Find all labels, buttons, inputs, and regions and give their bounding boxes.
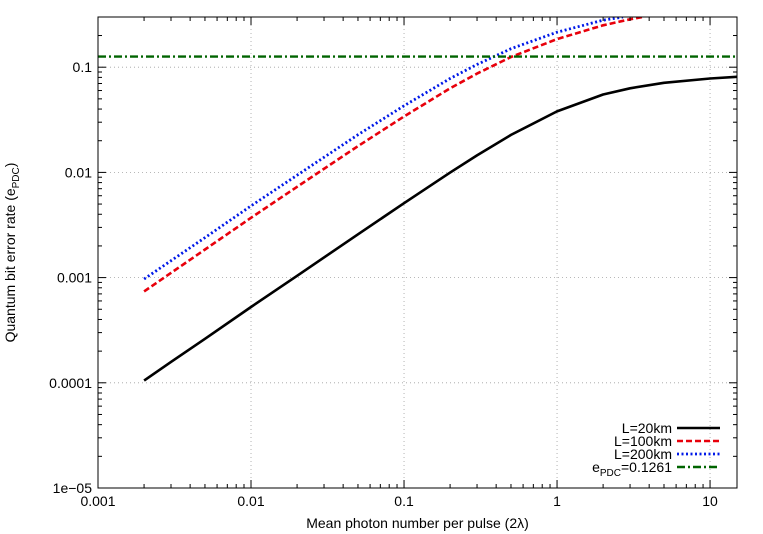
x-tick-label: 10 [702, 493, 718, 509]
axis-ticks: 0.001 0.01 0.1 1 10 1e−05 0.0001 0.001 0.01 0.1 [49, 17, 737, 509]
series-line-1 [143, 17, 643, 293]
y-tick-label: 1e−05 [53, 480, 93, 496]
legend-label: L=100km [614, 433, 672, 449]
y-tick-label: 0.1 [73, 59, 93, 75]
legend-label: ePDC=0.1261 [592, 459, 672, 479]
y-axis-label: Quantum bit error rate (ePDC) [2, 163, 22, 343]
y-tick-label: 0.0001 [49, 375, 92, 391]
x-tick-label: 0.01 [237, 493, 264, 509]
y-axis-label-close: ) [2, 163, 18, 168]
y-axis-label-sub: PDC [11, 167, 22, 188]
x-axis-label: Mean photon number per pulse (2λ) [306, 515, 529, 531]
plot-frame [97, 16, 738, 489]
y-tick-label: 0.001 [57, 270, 92, 286]
series-layer [98, 17, 737, 382]
y-axis-label-main: Quantum bit error rate (e [2, 188, 18, 342]
y-tick-label: 0.01 [65, 164, 92, 180]
x-tick-label: 0.001 [80, 493, 115, 509]
x-tick-label: 1 [553, 493, 561, 509]
grid-lines [98, 17, 737, 488]
series-line-0 [143, 75, 737, 382]
legend-label: L=200km [614, 446, 672, 462]
series-line-2 [143, 17, 624, 281]
x-tick-label: 0.1 [394, 493, 414, 509]
legend-label: L=20km [622, 420, 672, 436]
